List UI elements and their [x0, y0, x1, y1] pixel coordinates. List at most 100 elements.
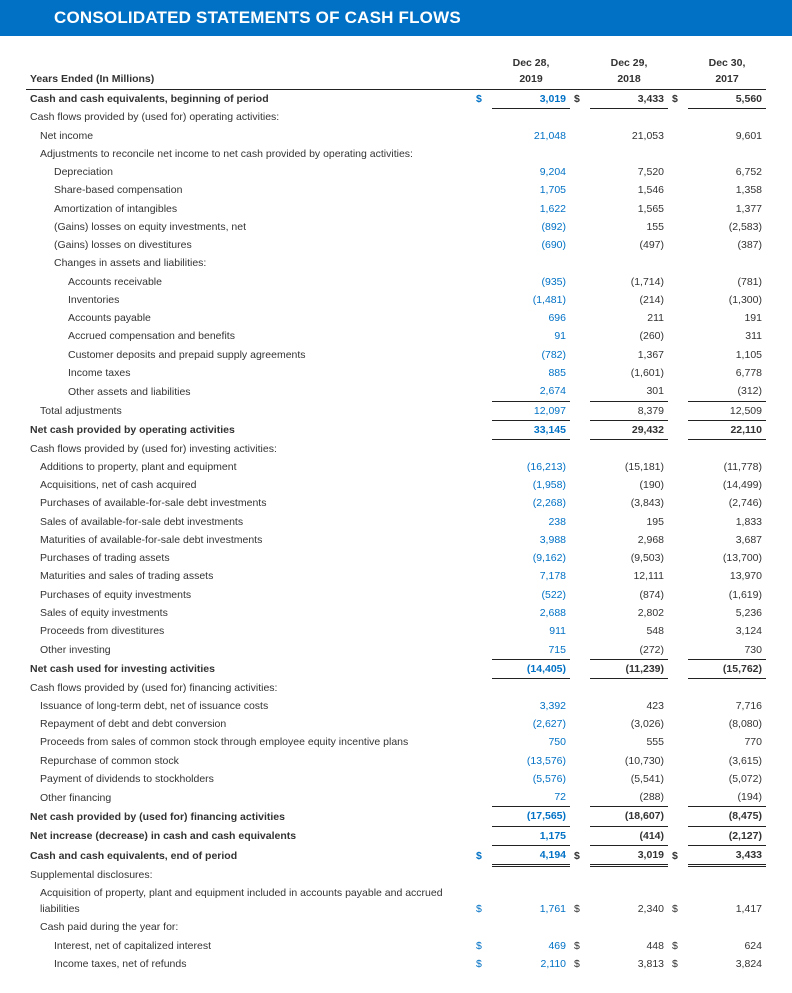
cell-value: (8,080): [688, 715, 766, 733]
currency-symbol: [668, 586, 688, 604]
currency-symbol: [668, 679, 688, 697]
cell-value: [590, 679, 668, 697]
currency-symbol: [570, 200, 590, 218]
cell-value: (9,162): [492, 549, 570, 567]
table-row: Acquisitions, net of cash acquired(1,958…: [26, 476, 766, 494]
table-row: Net income21,04821,0539,601: [26, 127, 766, 145]
currency-symbol: [472, 163, 492, 181]
row-label: Income taxes: [26, 364, 472, 382]
currency-symbol: [472, 494, 492, 512]
currency-symbol: [668, 440, 688, 458]
table-row: Cash flows provided by (used for) financ…: [26, 679, 766, 697]
currency-symbol: [668, 513, 688, 531]
row-label: Acquisition of property, plant and equip…: [26, 884, 472, 919]
cell-value: (5,541): [590, 770, 668, 788]
cell-value: 22,110: [688, 420, 766, 439]
row-label: Share-based compensation: [26, 181, 472, 199]
cell-value: (782): [492, 346, 570, 364]
row-label: Additions to property, plant and equipme…: [26, 458, 472, 476]
currency-symbol: [570, 476, 590, 494]
currency-symbol: [668, 236, 688, 254]
table-row: Maturities of available-for-sale debt in…: [26, 531, 766, 549]
row-label: Acquisitions, net of cash acquired: [26, 476, 472, 494]
currency-symbol: [570, 586, 590, 604]
cell-value: 91: [492, 327, 570, 345]
currency-symbol: [668, 697, 688, 715]
currency-symbol: [472, 866, 492, 884]
cell-value: (11,239): [590, 659, 668, 678]
cell-value: 3,813: [590, 955, 668, 973]
table-row: Net cash provided by (used for) financin…: [26, 807, 766, 826]
table-row: Proceeds from sales of common stock thro…: [26, 733, 766, 751]
currency-symbol: [472, 218, 492, 236]
cell-value: (2,746): [688, 494, 766, 512]
cell-value: (2,583): [688, 218, 766, 236]
currency-symbol: [472, 752, 492, 770]
cell-value: 3,988: [492, 531, 570, 549]
currency-symbol: [472, 127, 492, 145]
row-label: Payment of dividends to stockholders: [26, 770, 472, 788]
table-row: Other financing72(288)(194): [26, 788, 766, 807]
table-row: Income taxes885(1,601)6,778: [26, 364, 766, 382]
table-row: Sales of available-for-sale debt investm…: [26, 513, 766, 531]
cell-value: (690): [492, 236, 570, 254]
cell-value: (3,026): [590, 715, 668, 733]
table-row: Customer deposits and prepaid supply agr…: [26, 346, 766, 364]
row-label: Net income: [26, 127, 472, 145]
currency-symbol: $: [472, 89, 492, 108]
row-label: Net cash provided by (used for) financin…: [26, 807, 472, 826]
row-label: Customer deposits and prepaid supply agr…: [26, 346, 472, 364]
row-label: Net cash provided by operating activitie…: [26, 420, 472, 439]
table-row: Accounts payable696211191: [26, 309, 766, 327]
table-row: Amortization of intangibles1,6221,5651,3…: [26, 200, 766, 218]
table-row: Changes in assets and liabilities:: [26, 254, 766, 272]
currency-symbol: [570, 659, 590, 678]
currency-symbol: [570, 273, 590, 291]
col-header-2: Dec 30,2017: [688, 54, 766, 89]
row-label: Changes in assets and liabilities:: [26, 254, 472, 272]
table-row: Acquisition of property, plant and equip…: [26, 884, 766, 919]
cell-value: 13,970: [688, 567, 766, 585]
cell-value: 12,111: [590, 567, 668, 585]
currency-symbol: $: [668, 955, 688, 973]
cell-value: 301: [590, 382, 668, 401]
cell-value: [492, 866, 570, 884]
cell-value: (1,481): [492, 291, 570, 309]
currency-symbol: [570, 531, 590, 549]
currency-symbol: [668, 918, 688, 936]
cell-value: 1,833: [688, 513, 766, 531]
currency-symbol: [570, 181, 590, 199]
currency-symbol: [570, 364, 590, 382]
currency-symbol: [668, 382, 688, 401]
table-row: Share-based compensation1,7051,5461,358: [26, 181, 766, 199]
currency-symbol: [668, 641, 688, 660]
row-label: Accrued compensation and benefits: [26, 327, 472, 345]
currency-symbol: [472, 770, 492, 788]
currency-symbol: [570, 309, 590, 327]
cell-value: 548: [590, 622, 668, 640]
currency-symbol: [472, 549, 492, 567]
table-row: Income taxes, net of refunds$2,110$3,813…: [26, 955, 766, 973]
cell-value: (1,300): [688, 291, 766, 309]
cell-value: 715: [492, 641, 570, 660]
currency-symbol: $: [570, 845, 590, 865]
cell-value: 770: [688, 733, 766, 751]
cell-value: [590, 108, 668, 126]
row-label: Purchases of available-for-sale debt inv…: [26, 494, 472, 512]
currency-symbol: [570, 108, 590, 126]
row-label: Depreciation: [26, 163, 472, 181]
currency-symbol: [570, 163, 590, 181]
cell-value: 2,340: [590, 884, 668, 919]
currency-symbol: [668, 163, 688, 181]
currency-symbol: [570, 866, 590, 884]
cell-value: 9,601: [688, 127, 766, 145]
row-label: Cash and cash equivalents, end of period: [26, 845, 472, 865]
row-label: Supplemental disclosures:: [26, 866, 472, 884]
cell-value: 311: [688, 327, 766, 345]
cell-value: [492, 440, 570, 458]
currency-symbol: [472, 826, 492, 845]
currency-symbol: [570, 236, 590, 254]
currency-symbol: [472, 604, 492, 622]
currency-symbol: [668, 127, 688, 145]
cell-value: (272): [590, 641, 668, 660]
